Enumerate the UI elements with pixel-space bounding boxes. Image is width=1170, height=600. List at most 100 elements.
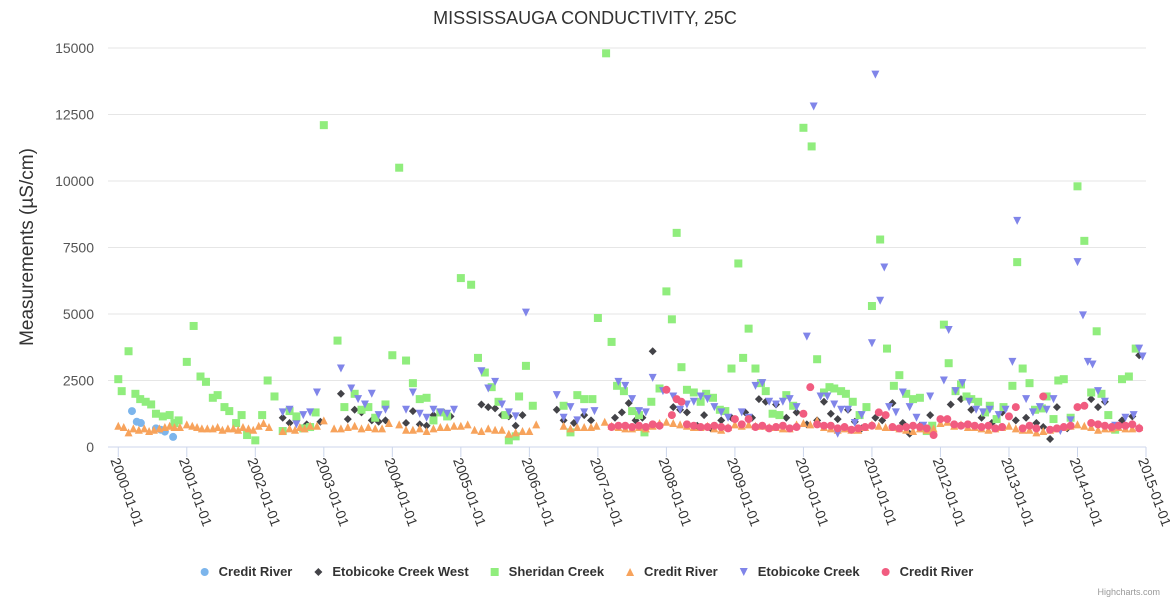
data-point[interactable] (521, 361, 530, 370)
data-point[interactable] (395, 163, 404, 172)
data-point[interactable] (259, 419, 268, 428)
data-point[interactable] (1073, 182, 1082, 191)
data-point[interactable] (367, 389, 376, 398)
data-point[interactable] (682, 408, 691, 417)
data-point[interactable] (136, 419, 145, 428)
data-point[interactable] (244, 424, 253, 433)
data-point[interactable] (450, 405, 458, 414)
data-point[interactable] (124, 347, 133, 356)
data-point[interactable] (847, 425, 856, 434)
data-point[interactable] (1131, 344, 1140, 353)
data-point[interactable] (984, 421, 993, 430)
data-point[interactable] (905, 403, 914, 412)
data-point[interactable] (1042, 405, 1051, 414)
data-point[interactable] (285, 405, 294, 414)
data-point[interactable] (957, 421, 966, 430)
data-point[interactable] (357, 405, 366, 414)
data-point[interactable] (782, 413, 791, 422)
data-point[interactable] (876, 296, 885, 305)
data-point[interactable] (600, 417, 609, 426)
data-point[interactable] (484, 424, 493, 433)
data-point[interactable] (429, 405, 438, 414)
data-point[interactable] (848, 397, 857, 406)
legend-item[interactable]: Credit River (881, 564, 974, 579)
data-point[interactable] (1022, 413, 1031, 422)
data-point[interactable] (336, 389, 345, 398)
data-point[interactable] (374, 411, 383, 420)
data-point[interactable] (965, 397, 974, 406)
data-point[interactable] (1104, 411, 1113, 420)
data-point[interactable] (1087, 419, 1096, 428)
data-point[interactable] (364, 423, 373, 432)
data-point[interactable] (504, 429, 513, 438)
legend-symbol[interactable] (739, 568, 748, 576)
data-point[interactable] (883, 344, 892, 353)
data-point[interactable] (182, 420, 191, 429)
data-point[interactable] (238, 423, 247, 432)
data-point[interactable] (895, 371, 904, 380)
data-point[interactable] (422, 421, 431, 430)
data-point[interactable] (491, 425, 500, 434)
data-point[interactable] (816, 392, 825, 401)
legend-item[interactable]: Credit River (200, 564, 293, 579)
data-point[interactable] (1080, 421, 1089, 430)
data-point[interactable] (648, 347, 657, 356)
data-point[interactable] (312, 421, 321, 430)
data-point[interactable] (1107, 423, 1116, 432)
data-point[interactable] (1025, 421, 1034, 430)
data-point[interactable] (813, 420, 822, 429)
data-point[interactable] (232, 419, 241, 428)
data-point[interactable] (295, 423, 304, 432)
data-point[interactable] (1049, 415, 1058, 424)
data-point[interactable] (573, 391, 582, 400)
data-point[interactable] (429, 416, 438, 425)
data-point[interactable] (1087, 388, 1096, 397)
legend-symbol[interactable] (314, 568, 323, 576)
data-point[interactable] (951, 387, 960, 396)
data-point[interactable] (450, 421, 458, 430)
data-point[interactable] (408, 425, 417, 434)
data-point[interactable] (944, 359, 953, 368)
data-point[interactable] (285, 419, 294, 428)
data-point[interactable] (1022, 395, 1031, 404)
data-point[interactable] (229, 424, 238, 433)
data-point[interactable] (1054, 376, 1063, 385)
legend-item[interactable]: Etobicoke Creek West (314, 564, 469, 579)
data-point[interactable] (422, 427, 431, 436)
data-point[interactable] (136, 395, 145, 404)
data-point[interactable] (127, 407, 136, 416)
data-point[interactable] (350, 421, 359, 430)
data-point[interactable] (278, 408, 287, 417)
data-point[interactable] (843, 405, 852, 414)
data-point[interactable] (922, 424, 931, 433)
data-point[interactable] (751, 381, 760, 390)
data-point[interactable] (422, 393, 431, 402)
data-point[interactable] (928, 421, 937, 430)
data-point[interactable] (354, 395, 363, 404)
data-point[interactable] (1046, 425, 1055, 434)
data-point[interactable] (857, 411, 866, 420)
data-point[interactable] (850, 419, 859, 428)
data-point[interactable] (402, 419, 411, 428)
data-point[interactable] (1011, 403, 1020, 412)
data-point[interactable] (249, 425, 258, 434)
data-point[interactable] (677, 397, 686, 406)
data-point[interactable] (1046, 435, 1055, 444)
data-point[interactable] (243, 431, 252, 440)
data-point[interactable] (573, 416, 582, 425)
data-point[interactable] (1121, 421, 1130, 430)
data-point[interactable] (881, 423, 890, 432)
data-point[interactable] (915, 423, 924, 432)
data-point[interactable] (744, 415, 753, 424)
data-point[interactable] (744, 420, 753, 429)
data-point[interactable] (768, 409, 777, 418)
data-point[interactable] (1035, 403, 1044, 412)
data-point[interactable] (696, 397, 705, 406)
data-point[interactable] (950, 420, 959, 429)
data-point[interactable] (511, 421, 520, 430)
data-point[interactable] (840, 423, 849, 432)
data-point[interactable] (889, 381, 898, 390)
data-point[interactable] (1037, 404, 1046, 413)
data-point[interactable] (1028, 408, 1037, 417)
data-point[interactable] (484, 403, 493, 412)
